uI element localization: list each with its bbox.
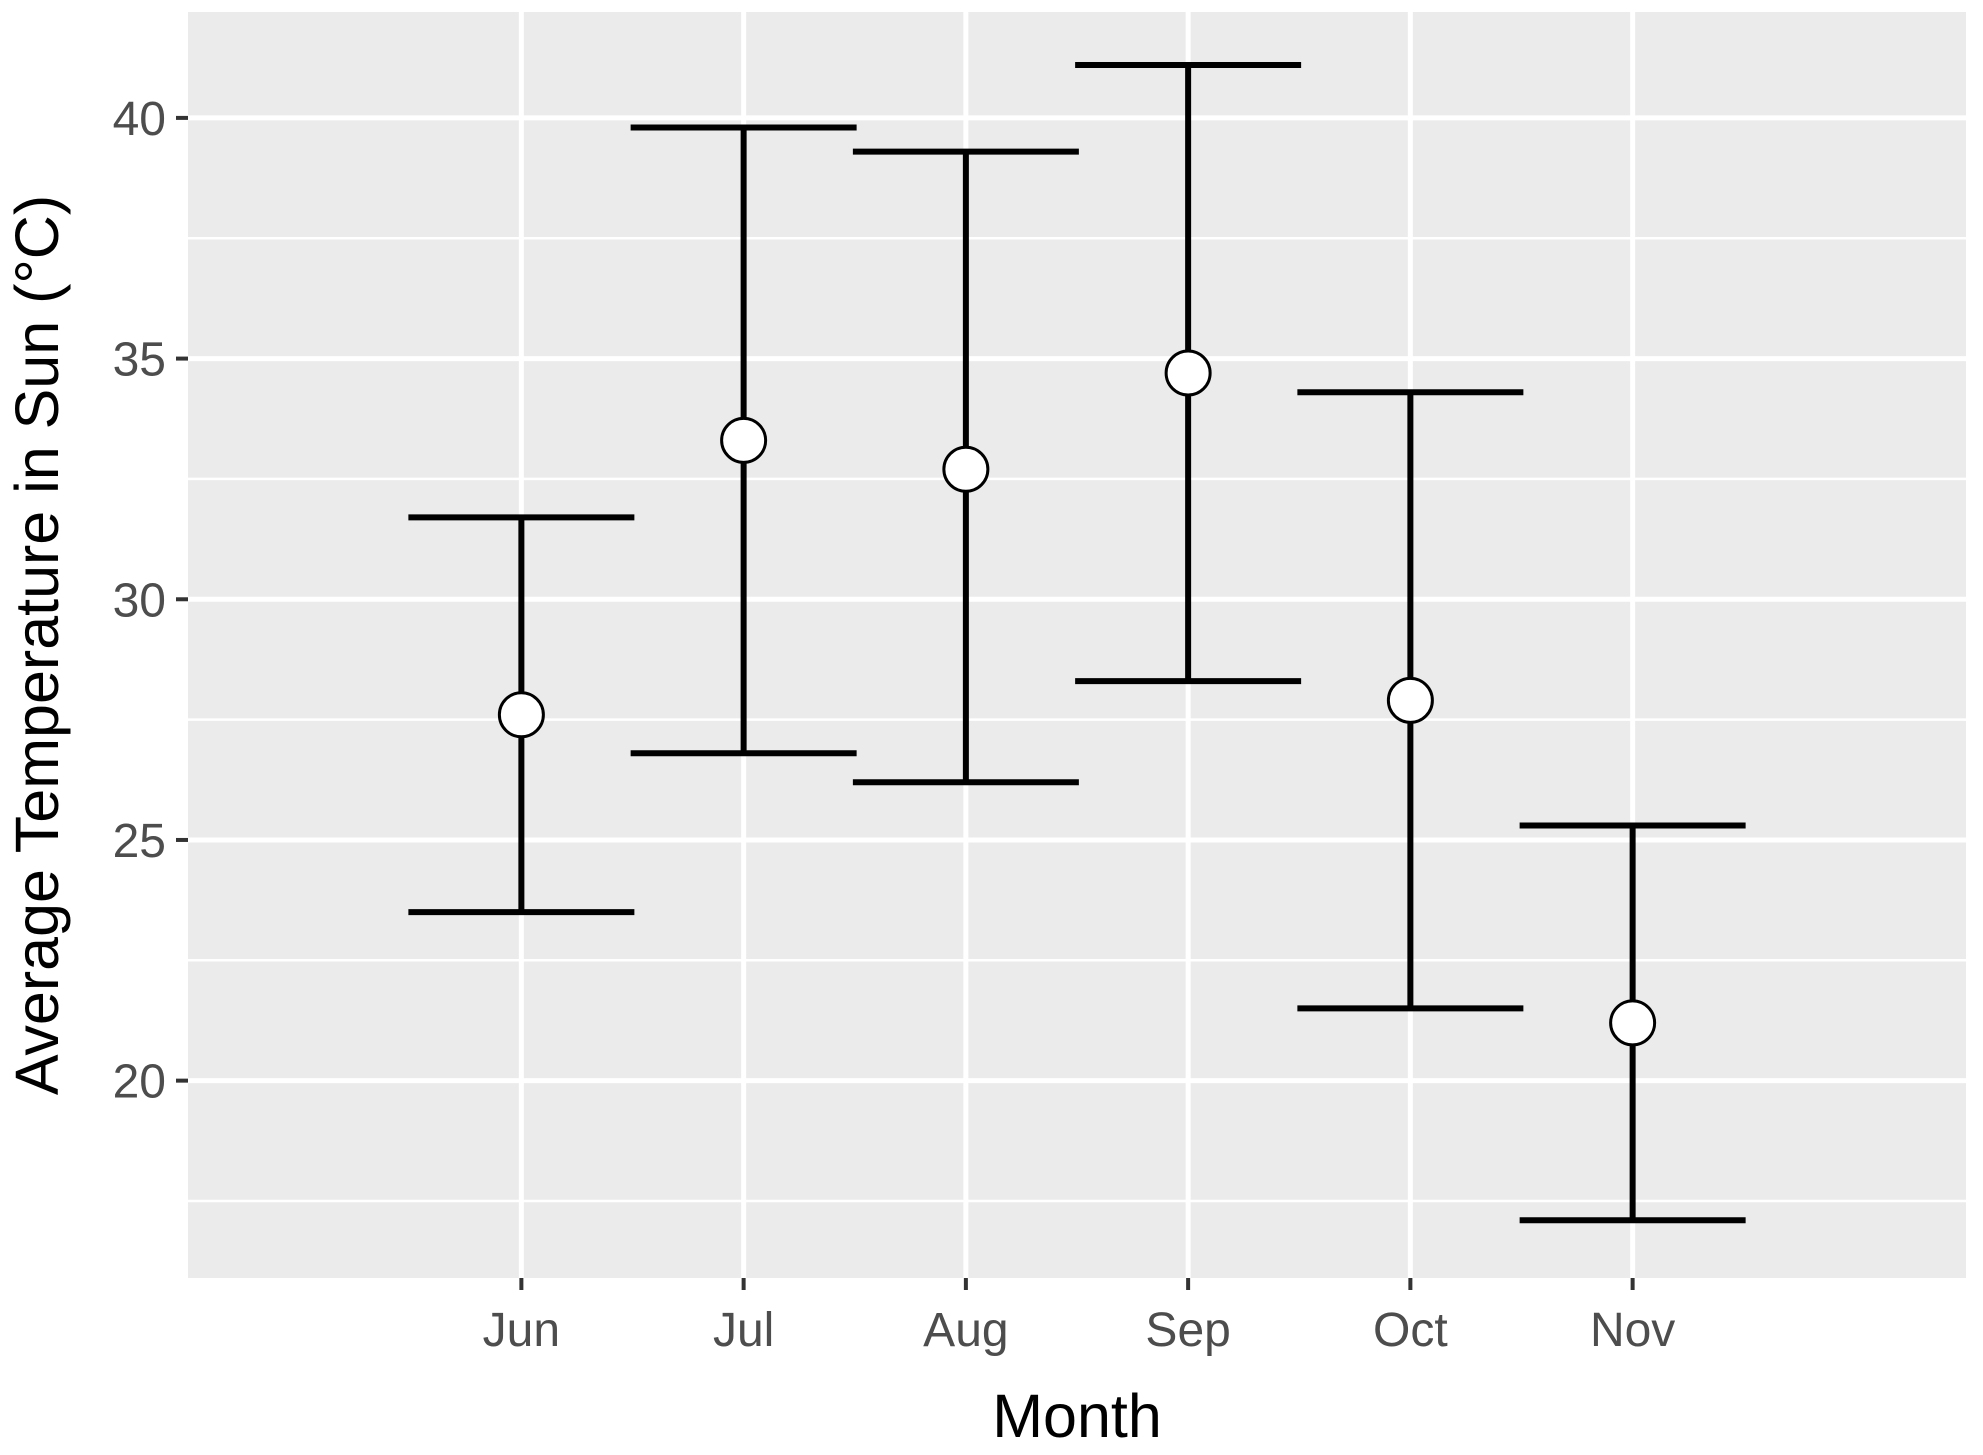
point-sep: [1164, 349, 1212, 397]
y-tick-label: 25: [113, 815, 166, 868]
point-aug: [942, 445, 990, 493]
point-jun: [497, 691, 545, 739]
data-marks: [408, 61, 1746, 1224]
x-tick-label-sep: Sep: [1145, 1304, 1230, 1357]
y-tick-label: 35: [113, 334, 166, 387]
x-tick-label-jul: Jul: [713, 1304, 774, 1357]
x-axis-title: Month: [992, 1382, 1162, 1450]
point-oct: [1386, 676, 1434, 724]
axes: 20 25 30 35 40 Jun Jul Aug Sep Oct Nov: [113, 93, 1676, 1357]
point-jul: [720, 416, 768, 464]
y-tick-label: 40: [113, 93, 166, 146]
y-tick-label: 20: [113, 1056, 166, 1109]
y-axis-title: Average Temperature in Sun (°C): [3, 195, 71, 1095]
plot-panel: [188, 12, 1966, 1278]
x-tick-label-aug: Aug: [923, 1304, 1008, 1357]
x-tick-label-jun: Jun: [483, 1304, 560, 1357]
x-tick-label-oct: Oct: [1373, 1304, 1448, 1357]
point-nov: [1609, 999, 1657, 1047]
y-tick-label: 30: [113, 574, 166, 627]
x-tick-label-nov: Nov: [1590, 1304, 1675, 1357]
